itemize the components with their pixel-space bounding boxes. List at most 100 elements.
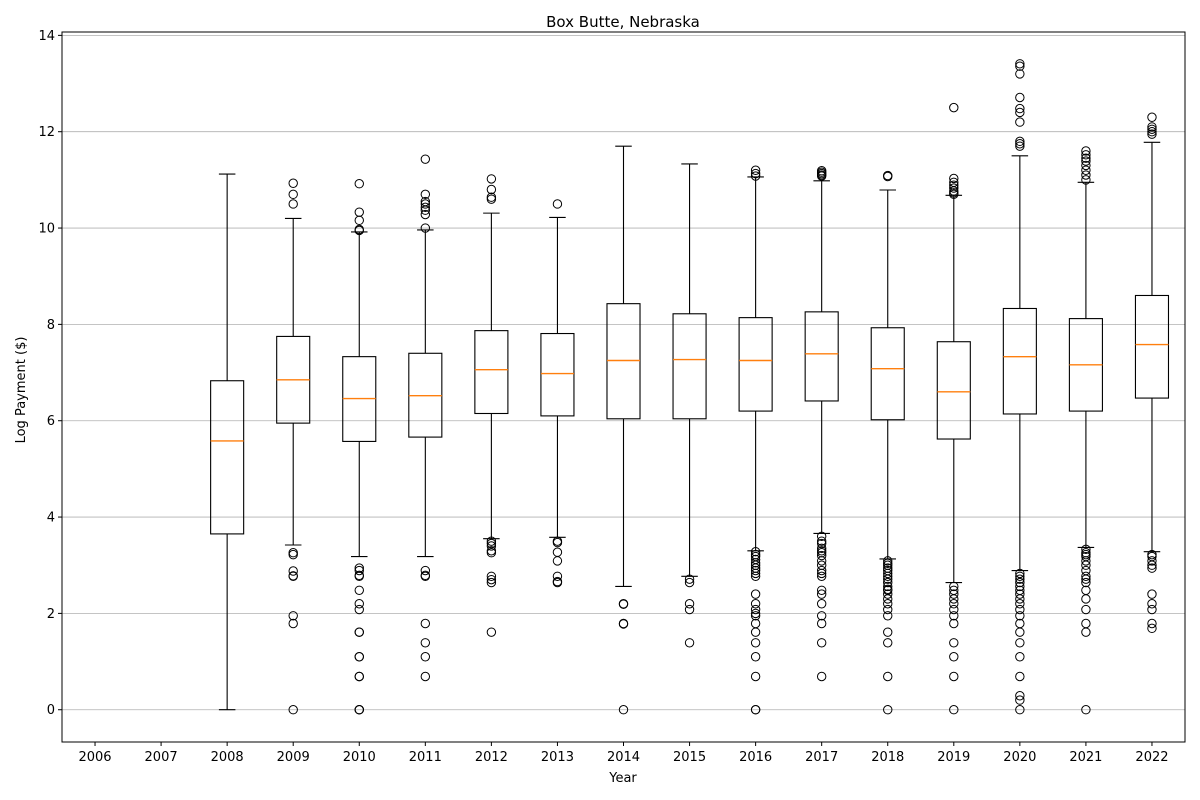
outlier-point xyxy=(949,581,959,592)
outlier-point xyxy=(420,209,431,220)
outlier-point xyxy=(1081,160,1091,171)
outlier-point xyxy=(1147,124,1157,134)
outlier-point xyxy=(750,165,761,175)
outlier-point xyxy=(420,199,431,209)
outlier-point xyxy=(1015,691,1025,701)
outlier-point xyxy=(949,618,959,629)
outlier-point xyxy=(883,599,893,609)
outlier-point xyxy=(1015,59,1025,69)
outlier-point xyxy=(486,538,497,549)
iqr-box xyxy=(606,303,641,420)
outlier-point xyxy=(1015,705,1025,715)
x-tick-label: 2017 xyxy=(805,750,838,765)
outlier-point xyxy=(1015,581,1025,592)
outlier-point xyxy=(354,179,364,189)
outlier-point xyxy=(816,550,827,561)
outlier-point xyxy=(1015,594,1025,604)
outlier-point xyxy=(354,627,364,637)
outlier-point xyxy=(1015,568,1025,579)
outlier-point xyxy=(486,194,497,204)
outlier-point xyxy=(816,171,827,181)
outlier-point xyxy=(1147,127,1157,137)
outlier-point xyxy=(684,577,695,588)
x-tick-label: 2008 xyxy=(211,750,244,765)
outlier-point xyxy=(1081,577,1091,588)
outlier-point xyxy=(1147,556,1157,566)
outlier-point xyxy=(486,192,497,202)
outlier-point xyxy=(750,627,761,637)
y-tick-label: 4 xyxy=(47,511,55,526)
box-2013 xyxy=(540,199,575,588)
outlier-point xyxy=(883,171,893,182)
outlier-point xyxy=(816,571,827,582)
outlier-point xyxy=(1015,577,1025,588)
outlier-point xyxy=(883,568,893,579)
outlier-point xyxy=(883,577,893,588)
outlier-point xyxy=(486,174,497,184)
outlier-point xyxy=(750,589,761,599)
outlier-point xyxy=(883,574,893,584)
y-tick-label: 2 xyxy=(47,607,55,622)
box-2018 xyxy=(870,170,905,715)
outlier-point xyxy=(420,205,431,215)
outlier-point xyxy=(1081,604,1091,615)
outlier-point xyxy=(288,611,298,621)
outlier-point xyxy=(354,571,364,582)
outlier-point xyxy=(750,599,761,609)
chart-title: Box Butte, Nebraska xyxy=(546,13,700,31)
y-tick-label: 10 xyxy=(38,222,55,237)
outlier-point xyxy=(552,547,563,557)
outlier-point xyxy=(618,619,629,629)
x-axis: 2006 2007 2008 2009 2010 2011 2012 2013 2014 2015… xyxy=(78,742,1169,765)
outlier-point xyxy=(883,589,893,599)
outlier-point xyxy=(552,537,563,548)
outlier-point xyxy=(750,705,761,715)
outlier-point xyxy=(420,652,431,662)
outlier-point xyxy=(816,568,827,579)
outlier-point xyxy=(684,604,695,615)
outlier-point xyxy=(750,547,761,557)
outlier-point xyxy=(1015,117,1025,127)
outlier-point xyxy=(883,581,893,592)
outlier-point xyxy=(1081,705,1091,715)
outlier-point xyxy=(1015,599,1025,609)
box-2015 xyxy=(672,163,707,648)
outlier-point xyxy=(486,577,497,588)
x-tick-label: 2010 xyxy=(343,750,376,765)
outlier-point xyxy=(1081,544,1091,555)
outlier-point xyxy=(486,184,497,195)
y-axis-label: Log Payment ($) xyxy=(14,337,29,444)
x-tick-label: 2016 xyxy=(739,750,772,765)
box-2017 xyxy=(804,166,839,682)
outlier-point xyxy=(486,536,497,546)
iqr-box xyxy=(936,341,971,440)
x-tick-label: 2013 xyxy=(541,750,574,765)
outlier-point xyxy=(1015,107,1025,118)
outlier-point xyxy=(816,671,827,682)
outlier-point xyxy=(354,599,364,609)
outlier-point xyxy=(288,178,298,188)
outlier-point xyxy=(1147,599,1157,609)
outlier-point xyxy=(420,671,431,682)
x-axis-label: Year xyxy=(608,771,637,786)
box-2016 xyxy=(738,165,773,715)
iqr-box xyxy=(738,317,773,412)
outlier-point xyxy=(1147,112,1157,122)
outlier-point xyxy=(750,571,761,582)
outlier-point xyxy=(420,618,431,629)
outlier-point xyxy=(1015,652,1025,662)
outlier-point xyxy=(816,538,827,549)
outlier-point xyxy=(750,568,761,579)
outlier-point xyxy=(949,671,959,682)
x-tick-label: 2018 xyxy=(871,750,904,765)
x-tick-label: 2019 xyxy=(937,750,970,765)
outlier-point xyxy=(288,549,298,560)
outlier-point xyxy=(618,705,629,715)
box-2012 xyxy=(474,174,509,637)
y-tick-label: 8 xyxy=(47,318,55,333)
outlier-point xyxy=(816,589,827,599)
outlier-point xyxy=(1015,574,1025,584)
y-tick-label: 12 xyxy=(38,125,55,140)
iqr-box xyxy=(540,332,575,417)
outlier-point xyxy=(486,547,497,558)
